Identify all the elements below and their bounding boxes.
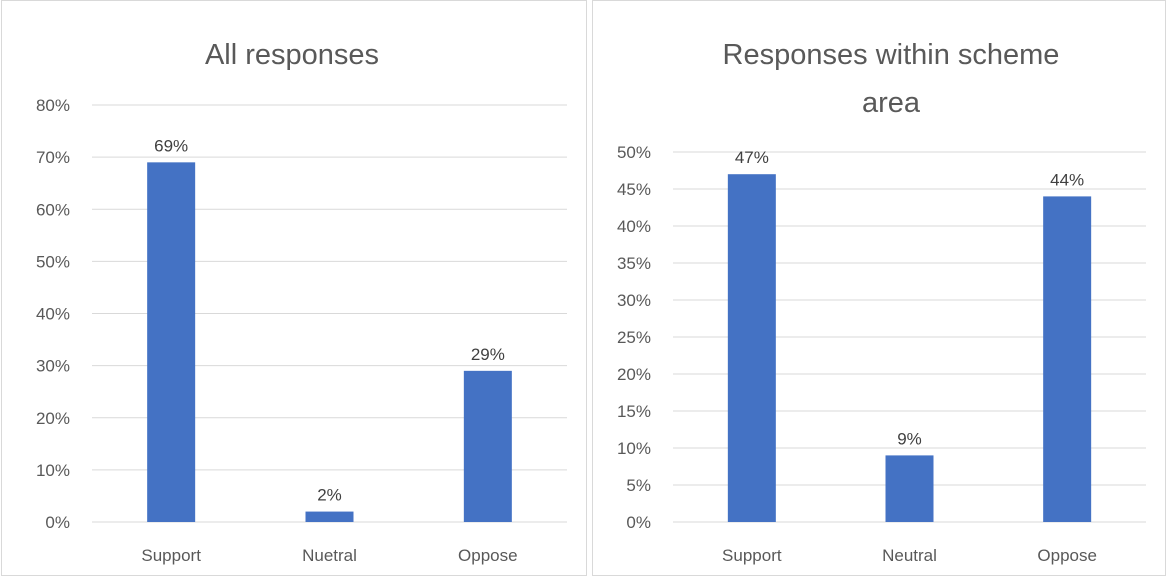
y-tick-label: 5% — [626, 476, 651, 495]
bar-neutral — [885, 455, 934, 522]
data-label: 69% — [154, 136, 188, 155]
y-tick-label: 50% — [617, 143, 651, 162]
chart-scheme-area: Responses within scheme area 0% 5% 10% 15% 20%… — [617, 39, 1146, 565]
bar-oppose — [1043, 196, 1092, 522]
x-tick-label: Support — [141, 546, 201, 565]
data-label: 2% — [317, 486, 342, 505]
y-tick-label: 45% — [617, 180, 651, 199]
x-tick-label: Support — [722, 546, 782, 565]
bar-support — [727, 174, 776, 522]
chart-title-line: All responses — [205, 39, 379, 71]
data-label: 9% — [897, 429, 922, 448]
y-tick-label: 50% — [36, 252, 70, 271]
chart-panel-all-responses: All responses 0% 10% 20% 30% 40% 50% 60% 70% 80% 6… — [1, 0, 587, 576]
y-tick-label: 40% — [36, 305, 70, 324]
chart-title-line: Responses within scheme — [723, 39, 1060, 71]
y-tick-label: 70% — [36, 148, 70, 167]
x-tick-label: Nuetral — [302, 546, 357, 565]
bar-oppose — [463, 370, 512, 522]
y-tick-label: 20% — [617, 365, 651, 384]
y-tick-label: 20% — [36, 409, 70, 428]
data-label: 44% — [1050, 170, 1084, 189]
y-tick-label: 35% — [617, 254, 651, 273]
data-label: 29% — [471, 345, 505, 364]
y-tick-label: 10% — [36, 461, 70, 480]
y-tick-label: 0% — [626, 513, 651, 532]
data-label: 47% — [735, 148, 769, 167]
x-tick-label: Oppose — [458, 546, 518, 565]
chart-title-line: area — [862, 87, 921, 119]
bar-nuetral — [305, 511, 354, 522]
chart-panel-scheme-area: Responses within scheme area 0% 5% 10% 15% 20%… — [592, 0, 1166, 576]
y-tick-label: 80% — [36, 96, 70, 115]
chart-all-responses: All responses 0% 10% 20% 30% 40% 50% 60% 70% 80% 6… — [36, 39, 567, 565]
y-tick-label: 0% — [45, 513, 70, 532]
y-tick-label: 25% — [617, 328, 651, 347]
y-tick-label: 30% — [36, 357, 70, 376]
bar-support — [147, 162, 196, 522]
x-tick-label: Oppose — [1037, 546, 1097, 565]
y-tick-label: 10% — [617, 439, 651, 458]
y-tick-label: 40% — [617, 217, 651, 236]
y-tick-label: 60% — [36, 200, 70, 219]
y-tick-label: 30% — [617, 291, 651, 310]
x-tick-label: Neutral — [882, 546, 937, 565]
y-tick-label: 15% — [617, 402, 651, 421]
